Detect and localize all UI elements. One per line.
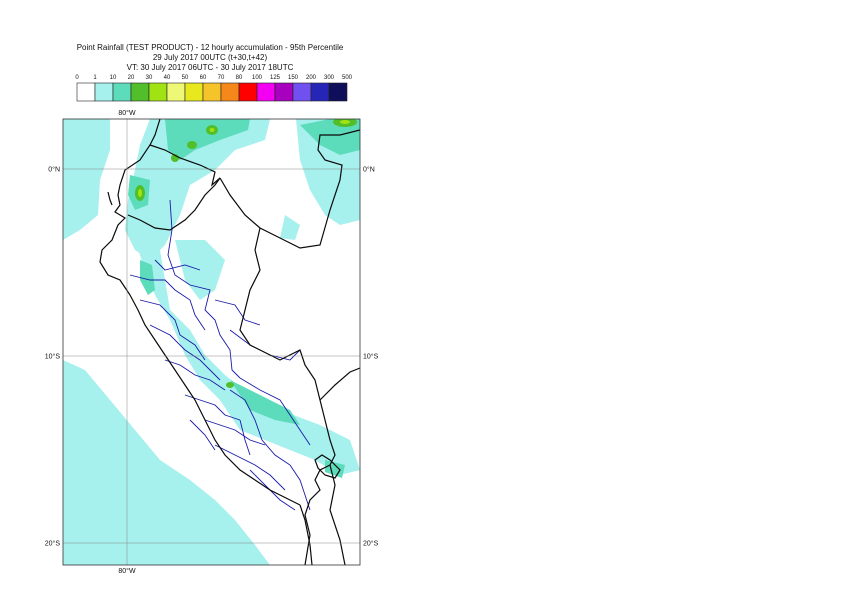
legend-tick-label: 150: [288, 75, 299, 81]
longitude-label: 80°W: [118, 567, 136, 575]
legend-tick-label: 200: [306, 75, 317, 81]
legend-tick-label: 100: [252, 75, 263, 81]
rain-field-moderate: [128, 119, 360, 478]
graticule: [63, 119, 360, 565]
legend-tick-label: 500: [342, 75, 353, 81]
legend-tick-label: 20: [128, 75, 135, 81]
map-frame: [62, 118, 361, 566]
map-title: Point Rainfall (TEST PRODUCT) - 12 hourl…: [76, 43, 344, 52]
legend-tick-label: 30: [146, 75, 153, 81]
admin-boundaries: [129, 199, 311, 511]
latitude-label: 10°S: [45, 353, 61, 361]
color-legend: 0 1 10 20 30 40 50 60 70 80 100 125 150 200 300 500: [75, 75, 353, 102]
legend-tick-label: 60: [200, 75, 207, 81]
legend-tick-label: 80: [236, 75, 243, 81]
legend-tick-label: 40: [164, 75, 171, 81]
latitude-label: 0°N: [363, 166, 375, 174]
legend-tick-label: 0: [75, 75, 79, 81]
legend-tick-label: 50: [182, 75, 189, 81]
graticule-labels: 0°N 0°N 10°S 10°S 20°S 20°S 80°W 80°W: [45, 109, 379, 575]
latitude-label: 20°S: [45, 540, 61, 548]
legend-tick-label: 125: [270, 75, 281, 81]
latitude-label: 10°S: [363, 353, 379, 361]
latitude-label: 20°S: [363, 540, 379, 548]
rain-field-heavier: [138, 120, 350, 197]
map-subtitle-base-time: 29 July 2017 00UTC (t+30,t+42): [152, 53, 268, 62]
legend-tick-label: 300: [324, 75, 335, 81]
legend-swatch: [328, 82, 348, 102]
legend-tick-label: 10: [110, 75, 117, 81]
legend-tick-label: 1: [93, 75, 97, 81]
legend-tick-label: 70: [218, 75, 225, 81]
country-borders: [99, 119, 360, 565]
longitude-label: 80°W: [118, 109, 136, 117]
latitude-label: 0°N: [48, 166, 60, 174]
map-subtitle-valid-time: VT: 30 July 2017 06UTC - 30 July 2017 18…: [126, 63, 294, 72]
